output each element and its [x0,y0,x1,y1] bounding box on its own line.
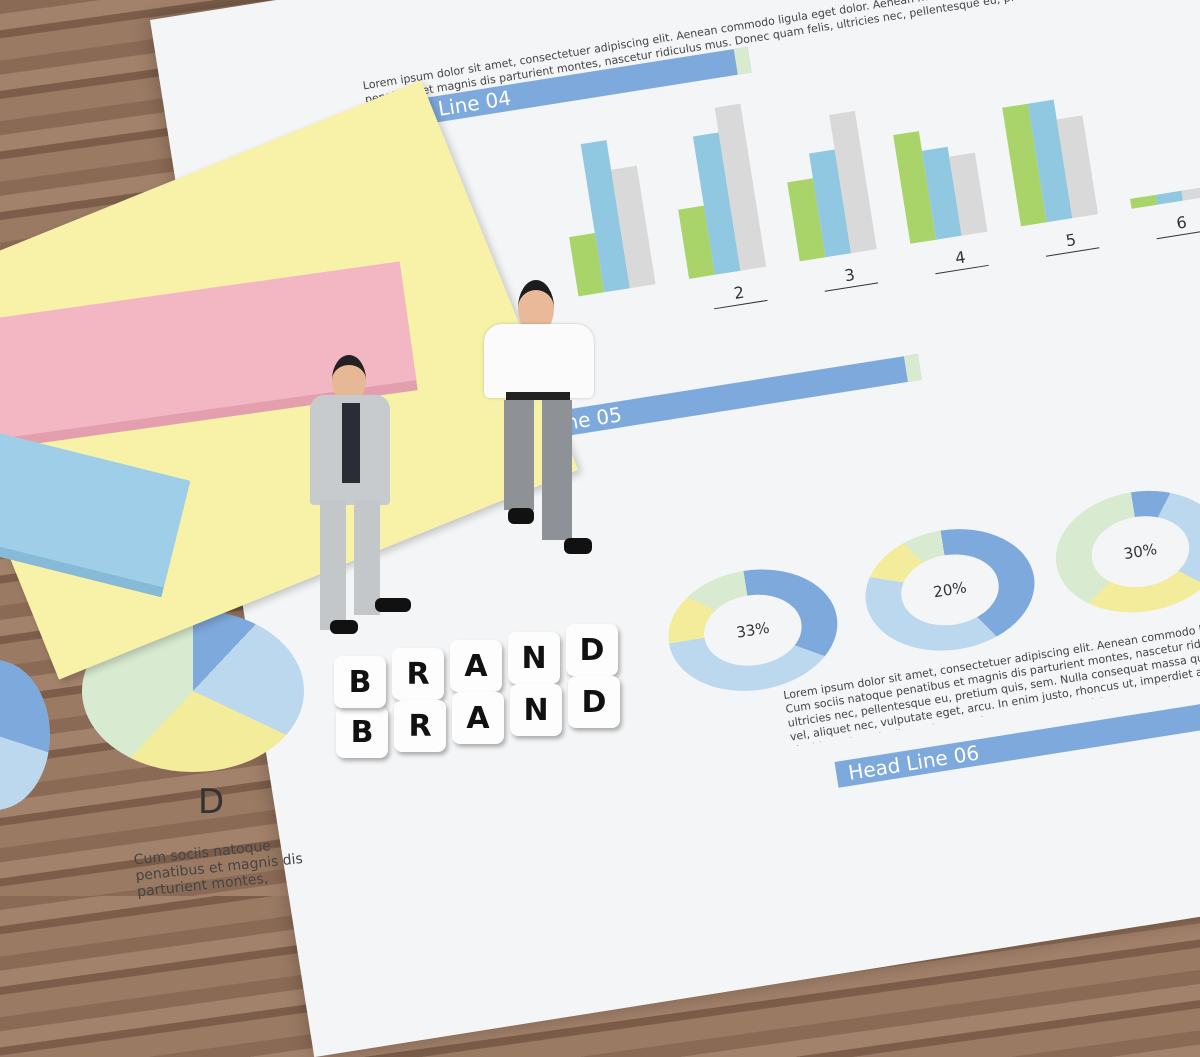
letter-cube: D [566,624,618,676]
letter-cube: N [510,684,562,736]
donut-label: 20% [895,547,1005,632]
bar-group: 3 [773,81,879,292]
pie-chart-partial [0,660,50,810]
bar-group-label: 3 [821,261,879,292]
letter-cube: R [394,700,446,752]
bar-group: 6 [1105,29,1200,240]
letter-cube: N [508,632,560,684]
letter-cube: B [334,656,386,708]
bar-group: 5 [994,46,1100,257]
pie-label: D [198,782,225,822]
donut-label: 33% [698,588,808,673]
letter-cube: A [450,640,502,692]
letter-cube: D [568,676,620,728]
bar-group-label: 2 [710,279,768,310]
bar-group-label: 4 [932,244,989,275]
figurine-businessman-suit [290,355,411,655]
letter-cube: B [336,706,388,758]
bar-group: 2 [663,99,768,310]
bar-group-label: 6 [1153,209,1200,240]
donut-label: 30% [1086,509,1195,594]
bar-group: 4 [884,64,989,275]
donut-chart: 30% [1047,479,1200,625]
bar-group-label: 5 [1042,226,1100,257]
letter-cube: R [392,648,444,700]
donut-chart: 20% [856,517,1044,663]
figurine-man-white-shirt [470,280,610,570]
bar-group [552,116,656,297]
donut-chart: 33% [659,557,847,703]
letter-cube: A [452,692,504,744]
